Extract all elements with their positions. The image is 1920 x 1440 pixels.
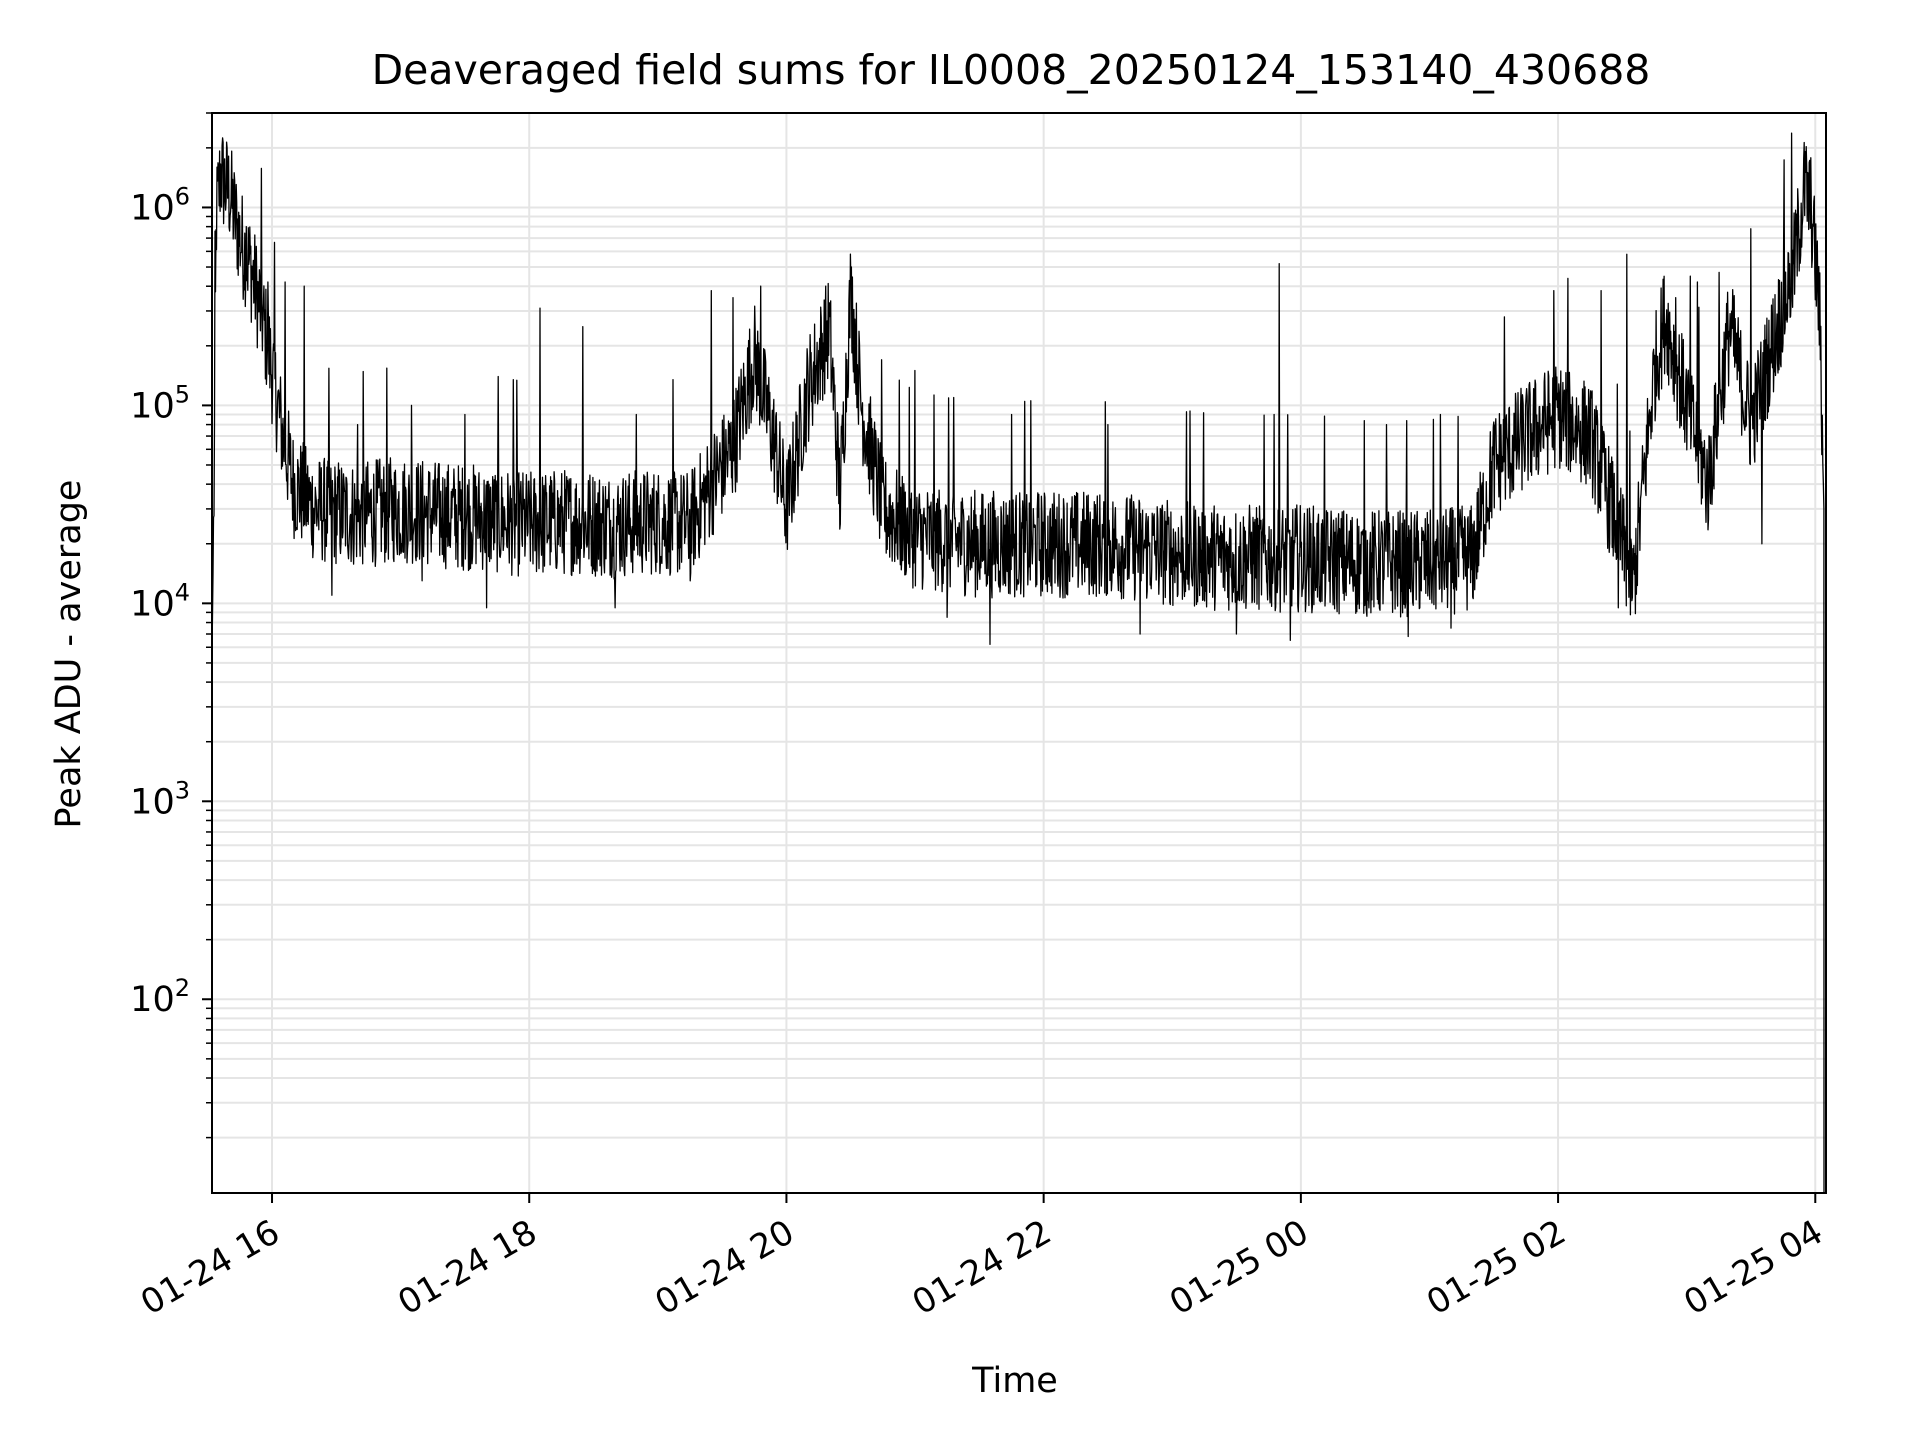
- x-axis-label: Time: [971, 1361, 1058, 1401]
- y-tick-label: 106: [130, 182, 190, 228]
- y-tick-label: 102: [130, 974, 190, 1020]
- axes-frame: [211, 112, 1827, 1194]
- y-tick-label: 105: [130, 380, 190, 426]
- chart-title: Deaveraged field sums for IL0008_2025012…: [372, 46, 1651, 94]
- y-tick-label: 103: [130, 776, 190, 822]
- plot-area: [211, 132, 1825, 1194]
- y-tick-label: 104: [130, 578, 190, 624]
- series-line: [211, 132, 1825, 1194]
- grid-lines: [212, 112, 1826, 1193]
- y-axis-label: Peak ADU - average: [49, 480, 89, 829]
